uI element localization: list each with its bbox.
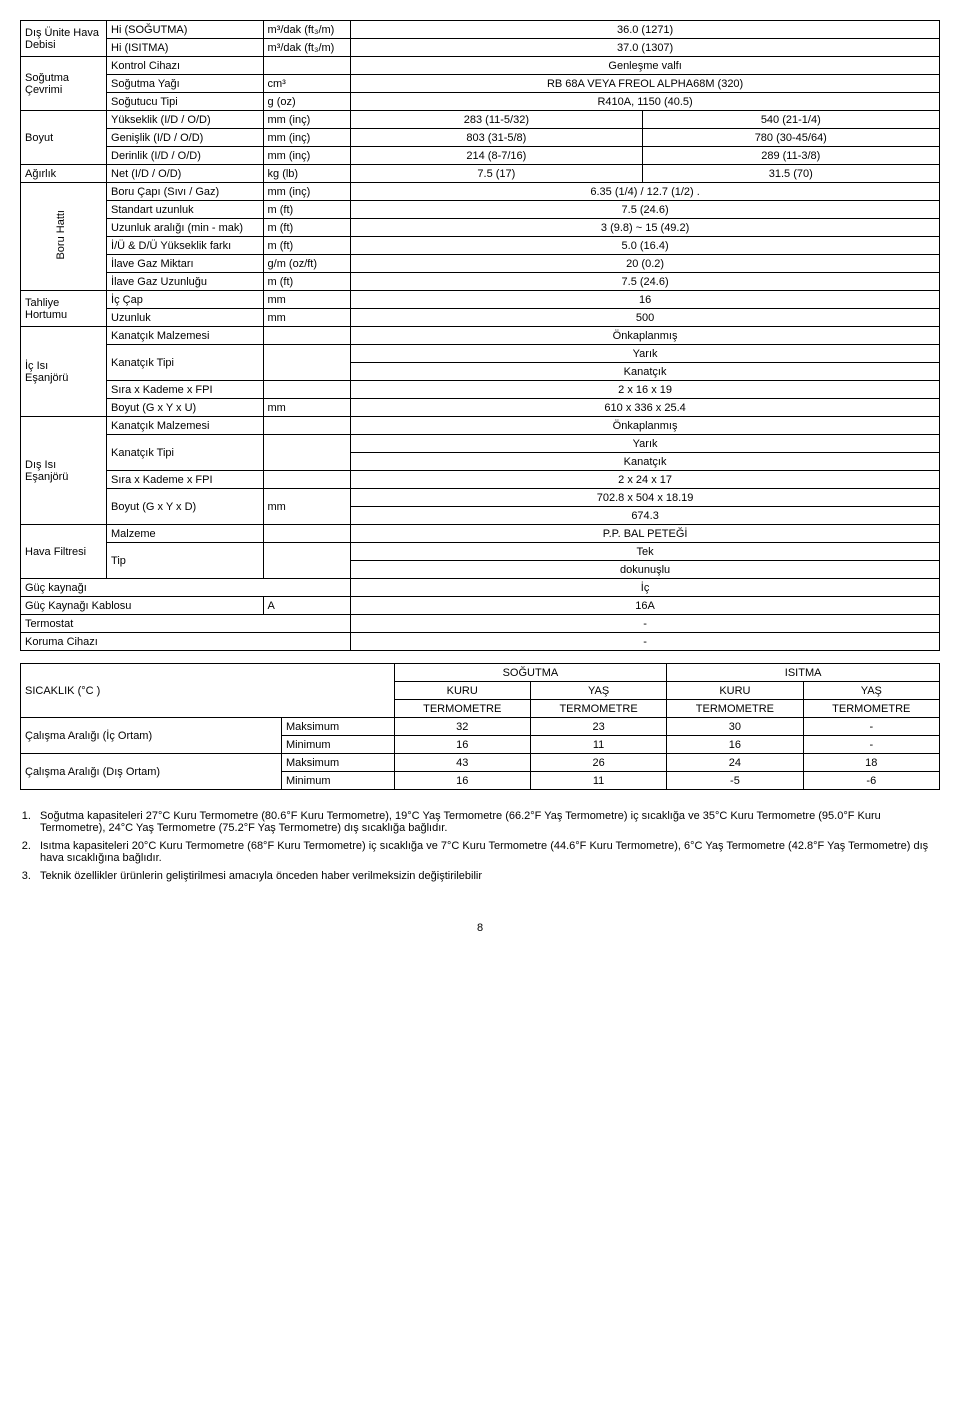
spec-table: Dış Ünite HavaDebisiHi (SOĞUTMA)m³/dak (… — [20, 20, 940, 651]
temperature-table: SICAKLIK (°C )SOĞUTMAISITMAKURUYAŞKURUYA… — [20, 663, 940, 790]
note-item: Soğutma kapasiteleri 27°C Kuru Termometr… — [34, 810, 940, 834]
note-item: Isıtma kapasiteleri 20°C Kuru Termometre… — [34, 840, 940, 864]
page-number: 8 — [20, 922, 940, 934]
note-item: Teknik özellikler ürünlerin geliştirilme… — [34, 870, 940, 882]
notes-section: Soğutma kapasiteleri 27°C Kuru Termometr… — [20, 810, 940, 882]
